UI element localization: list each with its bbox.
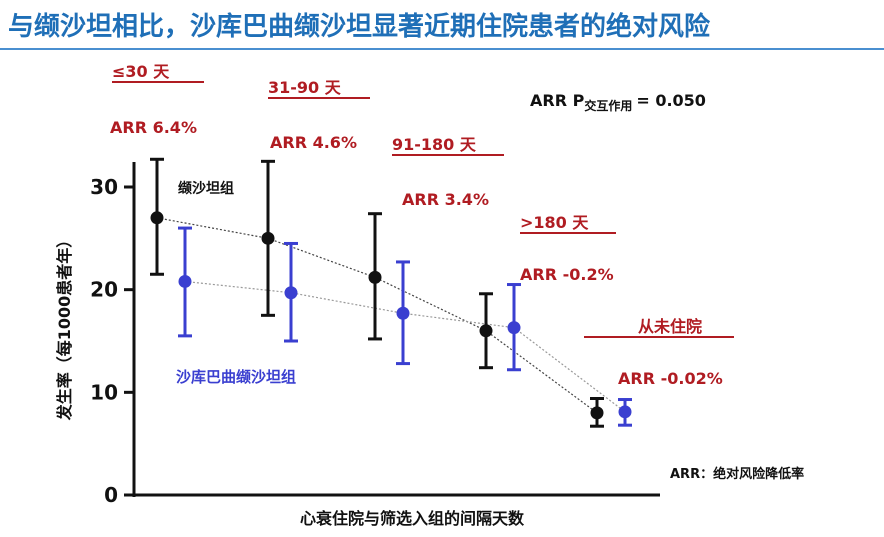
title-divider <box>0 48 884 50</box>
data-point <box>507 321 521 335</box>
data-point <box>479 324 493 338</box>
data-marks <box>150 157 632 428</box>
y-tick-label: 20 <box>90 278 118 302</box>
footnote: ARR：绝对风险降低率 <box>670 466 804 482</box>
period-label: 31-90 天 <box>268 78 342 97</box>
arr-label: ARR -0.02% <box>618 369 723 388</box>
p-prefix: ARR P <box>530 91 585 110</box>
arr-label: ARR 6.4% <box>110 118 197 137</box>
data-point <box>284 286 298 300</box>
arr-label: ARR 4.6% <box>270 133 357 152</box>
data-point <box>178 274 192 288</box>
y-axis-label: 发生率（每1000患者年） <box>55 232 74 422</box>
page-title: 与缬沙坦相比，沙库巴曲缬沙坦显著近期住院患者的绝对风险 <box>8 12 711 42</box>
p-subscript: 交互作用 <box>584 98 632 113</box>
series-label-sacubitril: 沙库巴曲缬沙坦组 <box>176 368 296 386</box>
data-point <box>590 406 604 420</box>
y-tick-label: 30 <box>90 175 118 199</box>
series-label-valsartan: 缬沙坦组 <box>178 180 234 197</box>
period-label: 从未住院 <box>638 317 702 336</box>
x-axis-label: 心衰住院与筛选入组的间隔天数 <box>300 509 525 528</box>
period-label: >180 天 <box>520 213 589 232</box>
p-value: = 0.050 <box>636 91 706 110</box>
data-point <box>368 270 382 284</box>
arr-label: ARR 3.4% <box>402 190 489 209</box>
data-point <box>150 211 164 225</box>
p-interaction: ARR P交互作用 = 0.050 <box>530 91 706 113</box>
y-ticks: 0 10 20 30 <box>90 175 134 507</box>
period-label: ≤30 天 <box>112 62 170 81</box>
period-annotations: ≤30 天 ARR 6.4% 31-90 天 ARR 4.6% 91-180 天 ARR … <box>110 62 734 388</box>
arr-label: ARR -0.2% <box>520 265 614 284</box>
y-tick-label: 0 <box>104 483 118 507</box>
data-point <box>396 306 410 320</box>
period-label: 91-180 天 <box>392 135 477 154</box>
y-tick-label: 10 <box>90 380 118 404</box>
data-point <box>618 405 632 419</box>
data-point <box>261 231 275 245</box>
series-trend-line <box>184 280 626 413</box>
